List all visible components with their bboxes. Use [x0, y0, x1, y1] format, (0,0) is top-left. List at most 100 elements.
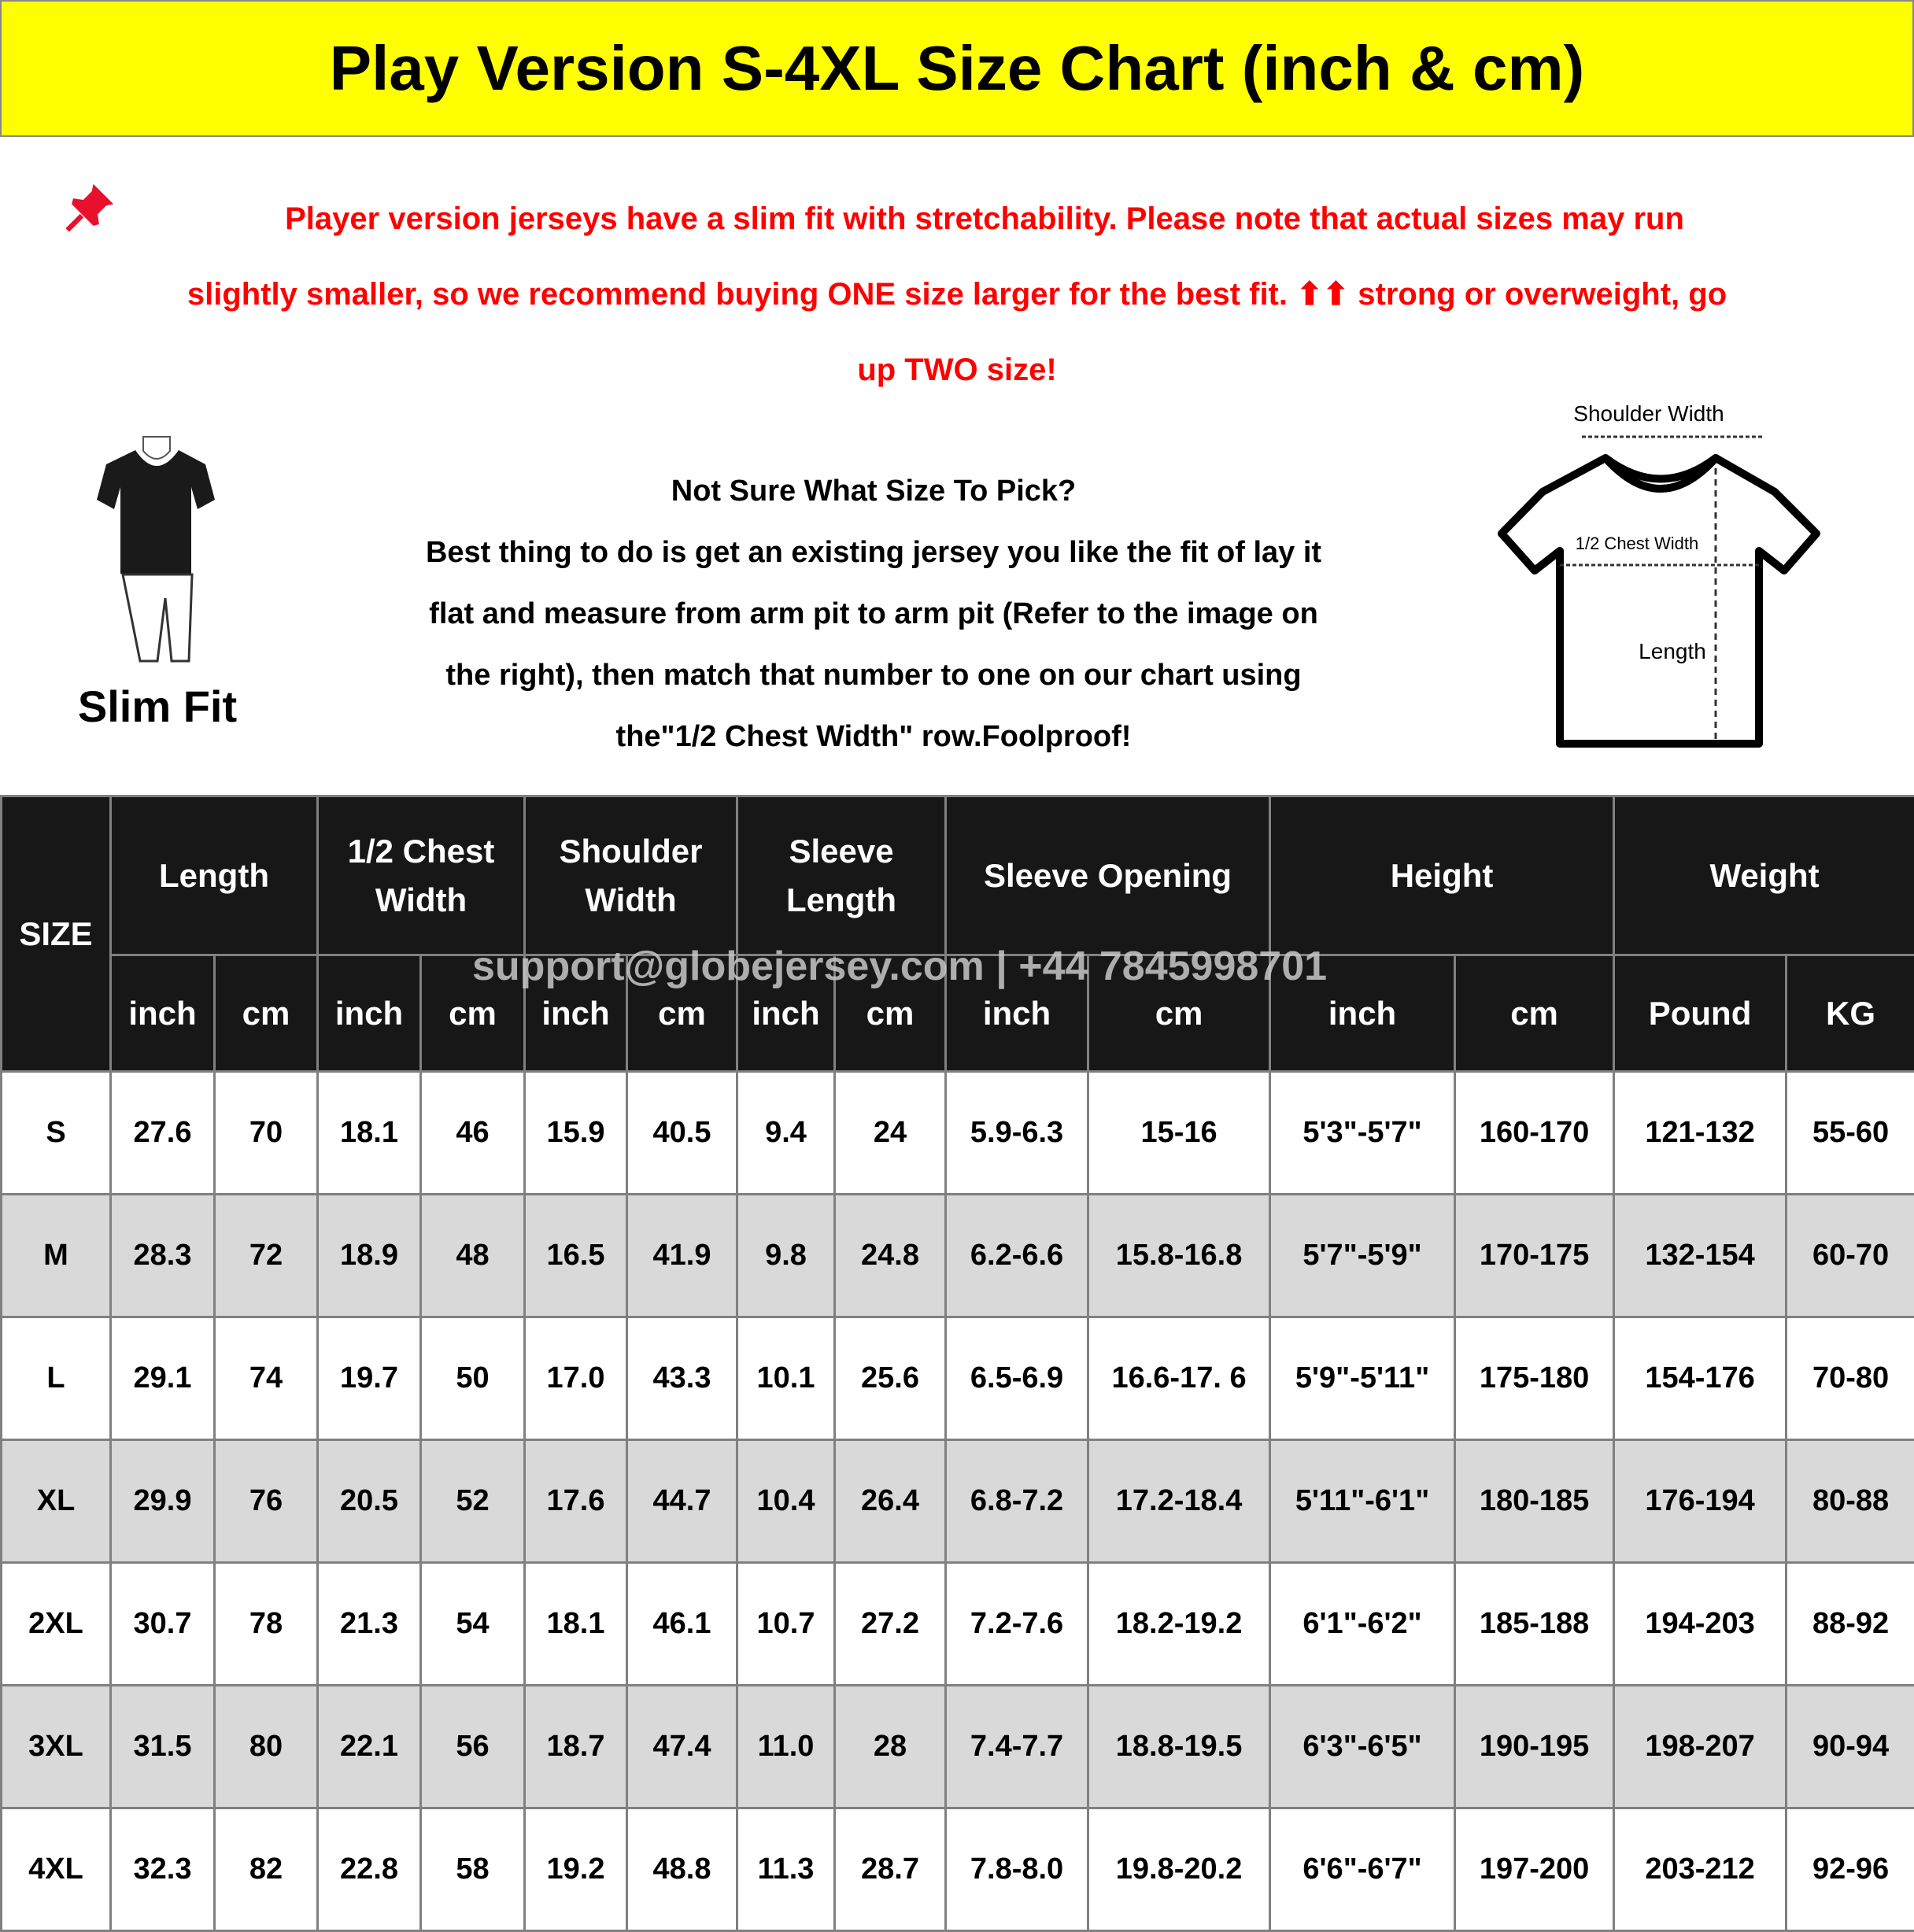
unit-header: KG	[1787, 955, 1914, 1072]
value-cell: 10.4	[737, 1440, 835, 1563]
value-cell: 10.7	[737, 1563, 835, 1686]
value-cell: 56	[421, 1686, 525, 1808]
value-cell: 70-80	[1787, 1317, 1914, 1440]
value-cell: 80	[215, 1686, 318, 1808]
value-cell: 46	[421, 1072, 525, 1195]
guide-line: the"1/2 Chest Width" row.Foolproof!	[291, 706, 1456, 767]
value-cell: 121-132	[1614, 1072, 1787, 1195]
value-cell: 194-203	[1614, 1563, 1787, 1686]
value-cell: 9.8	[737, 1195, 835, 1317]
value-cell: 60-70	[1787, 1195, 1914, 1317]
value-cell: 10.1	[737, 1317, 835, 1440]
value-cell: 20.5	[318, 1440, 421, 1563]
value-cell: 203-212	[1614, 1808, 1787, 1931]
size-cell: M	[2, 1195, 111, 1317]
value-cell: 16.5	[525, 1195, 627, 1317]
value-cell: 72	[215, 1195, 318, 1317]
measurement-diagram: Shoulder Width 1/2 Chest Width Length	[1487, 393, 1834, 755]
guide-line: flat and measure from arm pit to arm pit…	[291, 583, 1456, 645]
size-cell: 4XL	[2, 1808, 111, 1931]
value-cell: 55-60	[1787, 1072, 1914, 1195]
value-cell: 15-16	[1088, 1072, 1270, 1195]
value-cell: 185-188	[1455, 1563, 1614, 1686]
value-cell: 78	[215, 1563, 318, 1686]
group-header: Height	[1270, 796, 1614, 955]
value-cell: 18.1	[525, 1563, 627, 1686]
value-cell: 6'6"-6'7"	[1270, 1808, 1455, 1931]
tshirt-outline-icon	[1487, 393, 1834, 755]
value-cell: 15.9	[525, 1072, 627, 1195]
fit-notice: Player version jerseys have a slim fit w…	[31, 181, 1883, 408]
watermark: support@globejersey.com | +44 7845998701	[472, 943, 1327, 990]
value-cell: 21.3	[318, 1563, 421, 1686]
value-cell: 82	[215, 1808, 318, 1931]
value-cell: 17.0	[525, 1317, 627, 1440]
size-cell: S	[2, 1072, 111, 1195]
value-cell: 27.6	[111, 1072, 215, 1195]
unit-header: inch	[318, 955, 421, 1072]
value-cell: 11.0	[737, 1686, 835, 1808]
value-cell: 6.5-6.9	[946, 1317, 1088, 1440]
value-cell: 5.9-6.3	[946, 1072, 1088, 1195]
slim-fit-label: Slim Fit	[63, 681, 252, 732]
value-cell: 6.8-7.2	[946, 1440, 1088, 1563]
value-cell: 52	[421, 1440, 525, 1563]
value-cell: 19.8-20.2	[1088, 1808, 1270, 1931]
value-cell: 40.5	[627, 1072, 737, 1195]
value-cell: 27.2	[835, 1563, 946, 1686]
value-cell: 76	[215, 1440, 318, 1563]
guide-line: Best thing to do is get an existing jers…	[291, 522, 1456, 583]
value-cell: 48	[421, 1195, 525, 1317]
guide-line: the right), then match that number to on…	[291, 645, 1456, 706]
value-cell: 16.6-17. 6	[1088, 1317, 1270, 1440]
value-cell: 43.3	[627, 1317, 737, 1440]
group-header: 1/2 Chest Width	[318, 796, 525, 955]
unit-header: Pound	[1614, 955, 1787, 1072]
size-cell: 2XL	[2, 1563, 111, 1686]
unit-header: cm	[1455, 955, 1614, 1072]
value-cell: 80-88	[1787, 1440, 1914, 1563]
value-cell: 47.4	[627, 1686, 737, 1808]
value-cell: 160-170	[1455, 1072, 1614, 1195]
value-cell: 19.7	[318, 1317, 421, 1440]
value-cell: 197-200	[1455, 1808, 1614, 1931]
value-cell: 24	[835, 1072, 946, 1195]
value-cell: 15.8-16.8	[1088, 1195, 1270, 1317]
value-cell: 32.3	[111, 1808, 215, 1931]
value-cell: 50	[421, 1317, 525, 1440]
value-cell: 17.6	[525, 1440, 627, 1563]
value-cell: 180-185	[1455, 1440, 1614, 1563]
value-cell: 26.4	[835, 1440, 946, 1563]
guide-heading: Not Sure What Size To Pick?	[291, 460, 1456, 522]
value-cell: 7.8-8.0	[946, 1808, 1088, 1931]
value-cell: 18.8-19.5	[1088, 1686, 1270, 1808]
group-header: Sleeve Length	[737, 796, 946, 955]
value-cell: 18.1	[318, 1072, 421, 1195]
page-title: Play Version S-4XL Size Chart (inch & cm…	[0, 0, 1914, 137]
value-cell: 198-207	[1614, 1686, 1787, 1808]
value-cell: 90-94	[1787, 1686, 1914, 1808]
value-cell: 25.6	[835, 1317, 946, 1440]
value-cell: 18.9	[318, 1195, 421, 1317]
value-cell: 46.1	[627, 1563, 737, 1686]
value-cell: 9.4	[737, 1072, 835, 1195]
value-cell: 18.2-19.2	[1088, 1563, 1270, 1686]
group-header: Weight	[1614, 796, 1914, 955]
value-cell: 5'9"-5'11"	[1270, 1317, 1455, 1440]
value-cell: 70	[215, 1072, 318, 1195]
value-cell: 28	[835, 1686, 946, 1808]
value-cell: 31.5	[111, 1686, 215, 1808]
value-cell: 6.2-6.6	[946, 1195, 1088, 1317]
value-cell: 175-180	[1455, 1317, 1614, 1440]
group-header: Shoulder Width	[525, 796, 737, 955]
size-header: SIZE	[2, 796, 111, 1072]
value-cell: 48.8	[627, 1808, 737, 1931]
value-cell: 54	[421, 1563, 525, 1686]
value-cell: 74	[215, 1317, 318, 1440]
value-cell: 5'7"-5'9"	[1270, 1195, 1455, 1317]
